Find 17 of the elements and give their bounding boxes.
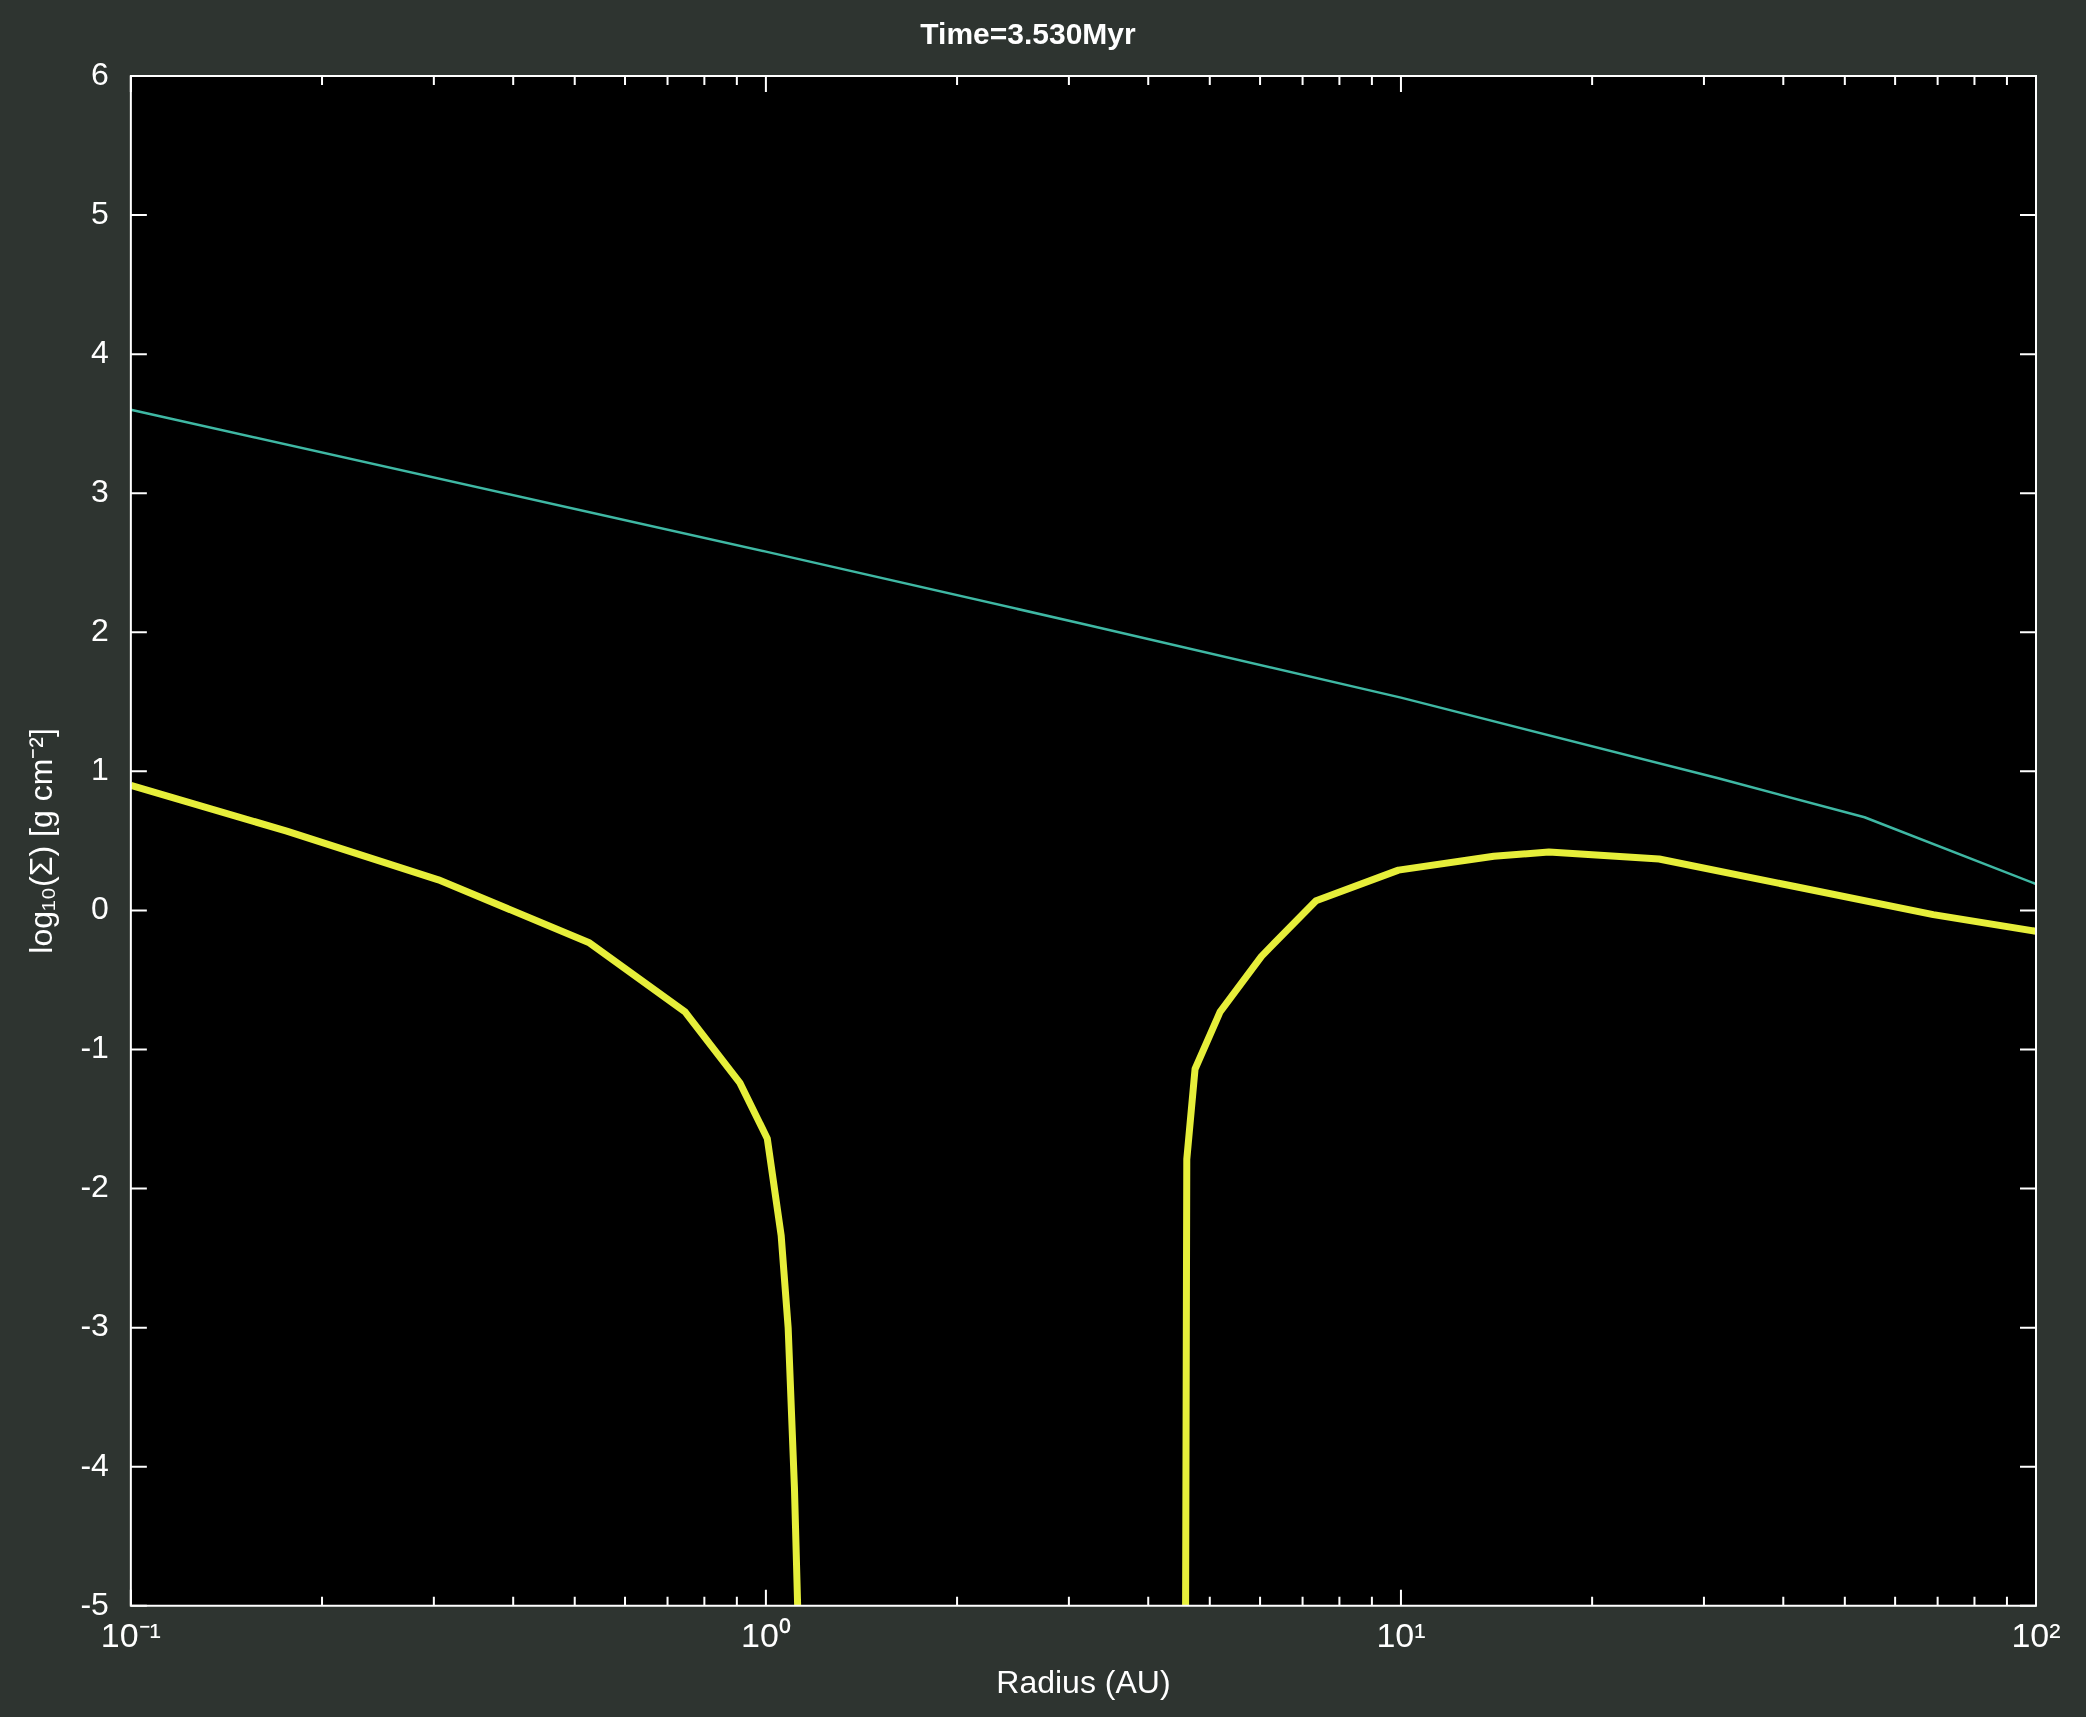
x-tick-label: 10² — [2011, 1615, 2061, 1654]
x-tick-label: 10¹ — [1376, 1615, 1426, 1654]
y-axis-title: log₁₀(Σ) [g cm⁻²] — [23, 728, 60, 954]
y-tick-label: 2 — [91, 612, 109, 649]
y-tick-label: 1 — [91, 751, 109, 788]
y-tick-label: -4 — [80, 1446, 109, 1483]
chart-title: Time=3.530Myr — [920, 17, 1137, 51]
y-tick-label: 6 — [91, 55, 109, 92]
x-tick-label: 10⁰ — [740, 1615, 791, 1654]
y-tick-label: 4 — [91, 333, 109, 370]
y-tick-label: 5 — [91, 194, 109, 231]
y-tick-label: -2 — [80, 1168, 109, 1205]
y-tick-label: 3 — [91, 473, 109, 510]
y-tick-label: -1 — [80, 1029, 109, 1066]
y-tick-label: -3 — [80, 1307, 109, 1344]
y-tick-label: 0 — [91, 890, 109, 927]
x-axis-title: Radius (AU) — [996, 1663, 1171, 1700]
